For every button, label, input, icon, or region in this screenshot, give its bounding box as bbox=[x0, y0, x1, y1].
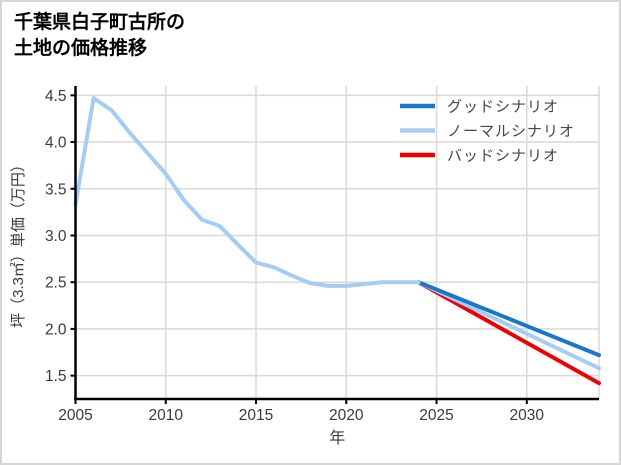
y-tick-label: 2.5 bbox=[45, 275, 67, 292]
series-line-good bbox=[416, 280, 601, 358]
chart-title-line2: 土地の価格推移 bbox=[14, 38, 148, 60]
chart-title-line1: 千葉県白子町古所の bbox=[14, 12, 186, 33]
series-line-normal bbox=[416, 280, 601, 371]
x-tick-label: 2020 bbox=[329, 407, 364, 424]
chart-title: 千葉県白子町古所の 土地の価格推移 bbox=[14, 10, 185, 62]
x-tick-label: 2015 bbox=[239, 407, 273, 424]
legend-label-normal: ノーマルシナリオ bbox=[447, 123, 575, 140]
x-tick-label: 2010 bbox=[149, 407, 184, 424]
series-line-history bbox=[73, 96, 421, 288]
x-tick-label: 2005 bbox=[58, 407, 92, 424]
legend-label-bad: バッドシナリオ bbox=[447, 148, 559, 165]
legend-label-good: グッドシナリオ bbox=[447, 99, 559, 116]
series-line-bad bbox=[416, 280, 601, 386]
x-tick-label: 2030 bbox=[510, 407, 545, 424]
x-axis-label: 年 bbox=[329, 429, 345, 447]
y-tick-label: 1.5 bbox=[45, 368, 67, 385]
y-tick-label: 3.5 bbox=[45, 181, 67, 198]
x-tick-label: 2025 bbox=[419, 407, 453, 424]
y-tick-label: 2.0 bbox=[45, 321, 67, 338]
y-axis-label: 坪（3.3㎡）単価（万円） bbox=[10, 157, 27, 328]
y-tick-label: 4.5 bbox=[45, 88, 67, 105]
y-tick-label: 4.0 bbox=[45, 135, 67, 152]
y-tick-label: 3.0 bbox=[45, 228, 67, 245]
